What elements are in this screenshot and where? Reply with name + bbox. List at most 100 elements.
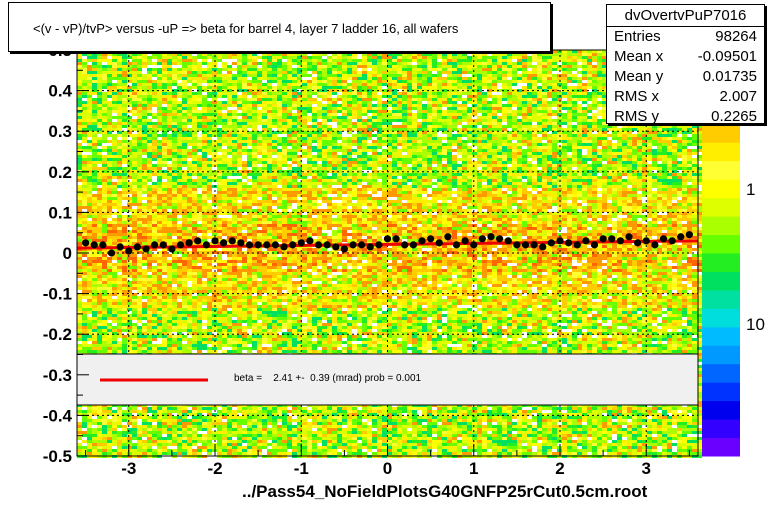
heatmap-cell: [352, 110, 357, 113]
heatmap-cell: [292, 170, 297, 173]
heatmap-cell: [117, 65, 122, 68]
heatmap-cell: [522, 155, 527, 158]
heatmap-cell: [142, 170, 147, 173]
heatmap-cell: [187, 86, 192, 89]
heatmap-cell: [102, 86, 107, 89]
heatmap-cell: [382, 140, 387, 143]
heatmap-cell: [547, 62, 552, 65]
heatmap-cell: [522, 68, 527, 71]
heatmap-cell: [327, 176, 332, 179]
heatmap-cell: [392, 71, 397, 74]
heatmap-cell: [437, 86, 442, 89]
heatmap-cell: [452, 53, 457, 56]
heatmap-cell: [242, 62, 247, 65]
heatmap-cell: [227, 83, 232, 86]
heatmap-cell: [127, 152, 132, 155]
heatmap-cell: [517, 173, 522, 176]
heatmap-cell: [442, 170, 447, 173]
heatmap-cell: [562, 71, 567, 74]
heatmap-cell: [117, 161, 122, 164]
heatmap-cell: [507, 71, 512, 74]
heatmap-cell: [592, 107, 597, 110]
heatmap-cell: [287, 59, 292, 62]
heatmap-cell: [567, 56, 572, 59]
heatmap-cell: [137, 86, 142, 89]
heatmap-cell: [472, 71, 477, 74]
heatmap-cell: [592, 113, 597, 116]
heatmap-cell: [107, 122, 112, 125]
heatmap-cell: [272, 116, 277, 119]
heatmap-cell: [622, 155, 627, 158]
heatmap-cell: [207, 125, 212, 128]
heatmap-cell: [447, 104, 452, 107]
heatmap-cell: [422, 128, 427, 131]
heatmap-cell: [597, 83, 602, 86]
heatmap-cell: [112, 134, 117, 137]
heatmap-cell: [342, 110, 347, 113]
heatmap-cell: [97, 149, 102, 152]
heatmap-cell: [362, 101, 367, 104]
heatmap-cell: [382, 62, 387, 65]
heatmap-cell: [322, 131, 327, 134]
heatmap-cell: [502, 62, 507, 65]
heatmap-cell: [432, 122, 437, 125]
heatmap-cell: [422, 95, 427, 98]
heatmap-cell: [587, 62, 592, 65]
heatmap-cell: [647, 137, 652, 140]
heatmap-cell: [332, 164, 337, 167]
heatmap-cell: [92, 77, 97, 80]
heatmap-cell: [537, 152, 542, 155]
heatmap-cell: [382, 128, 387, 131]
heatmap-cell: [637, 143, 642, 146]
heatmap-cell: [267, 146, 272, 149]
heatmap-cell: [517, 98, 522, 101]
heatmap-cell: [247, 101, 252, 104]
heatmap-cell: [277, 155, 282, 158]
heatmap-cell: [572, 98, 577, 101]
heatmap-cell: [182, 149, 187, 152]
heatmap-cell: [237, 59, 242, 62]
heatmap-cell: [152, 68, 157, 71]
heatmap-cell: [217, 77, 222, 80]
heatmap-cell: [597, 176, 602, 179]
heatmap-cell: [132, 86, 137, 89]
heatmap-cell: [477, 68, 482, 71]
heatmap-cell: [142, 104, 147, 107]
heatmap-cell: [182, 158, 187, 161]
heatmap-cell: [432, 128, 437, 131]
heatmap-cell: [207, 137, 212, 140]
heatmap-cell: [502, 173, 507, 176]
heatmap-cell: [587, 77, 592, 80]
heatmap-cell: [332, 56, 337, 59]
heatmap-cell: [547, 80, 552, 83]
heatmap-cell: [282, 155, 287, 158]
heatmap-cell: [107, 53, 112, 56]
heatmap-cell: [457, 56, 462, 59]
heatmap-cell: [82, 71, 87, 74]
heatmap-cell: [387, 149, 392, 152]
heatmap-cell: [512, 68, 517, 71]
heatmap-cell: [487, 116, 492, 119]
heatmap-cell: [697, 140, 702, 143]
heatmap-cell: [167, 59, 172, 62]
heatmap-cell: [97, 86, 102, 89]
heatmap-cell: [192, 128, 197, 131]
heatmap-cell: [267, 80, 272, 83]
heatmap-cell: [562, 68, 567, 71]
heatmap-cell: [87, 173, 92, 176]
heatmap-cell: [277, 59, 282, 62]
heatmap-cell: [257, 62, 262, 65]
heatmap-cell: [682, 152, 687, 155]
heatmap-cell: [197, 176, 202, 179]
heatmap-cell: [232, 89, 237, 92]
heatmap-cell: [537, 128, 542, 131]
heatmap-cell: [392, 140, 397, 143]
heatmap-cell: [142, 53, 147, 56]
heatmap-cell: [87, 74, 92, 77]
heatmap-cell: [507, 62, 512, 65]
heatmap-cell: [667, 161, 672, 164]
heatmap-cell: [112, 143, 117, 146]
heatmap-cell: [252, 119, 257, 122]
heatmap-cell: [507, 53, 512, 56]
heatmap-cell: [472, 107, 477, 110]
